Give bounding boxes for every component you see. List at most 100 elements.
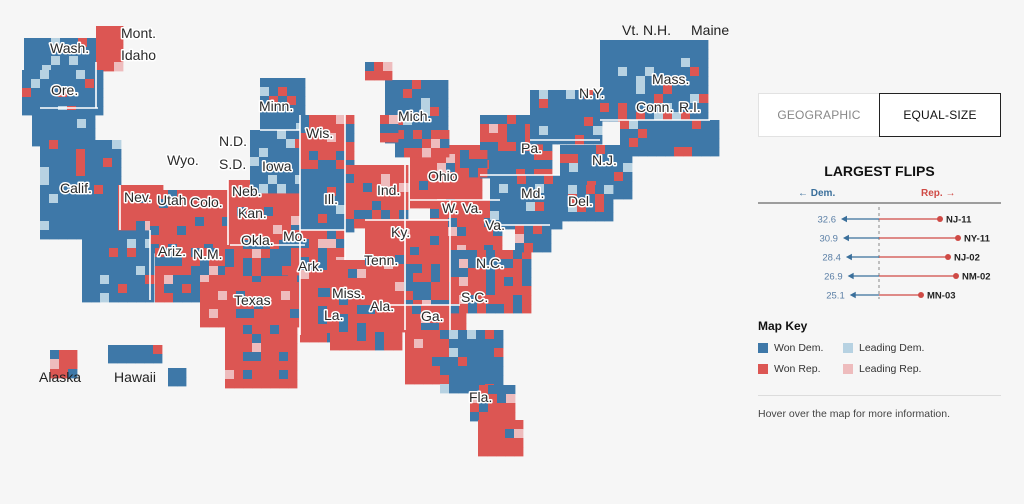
district-tile[interactable] [291, 239, 301, 249]
district-tile[interactable] [177, 235, 187, 245]
district-tile[interactable] [516, 124, 526, 134]
district-tile[interactable] [96, 44, 106, 54]
district-tile[interactable] [495, 295, 505, 305]
district-tile[interactable] [287, 87, 297, 97]
district-tile[interactable] [195, 199, 205, 209]
district-tile[interactable] [609, 94, 619, 104]
district-tile[interactable] [118, 185, 128, 195]
district-tile[interactable] [448, 227, 458, 237]
district-tile[interactable] [517, 211, 527, 221]
district-tile[interactable] [177, 208, 187, 218]
district-tile[interactable] [227, 318, 237, 328]
district-tile[interactable] [288, 276, 298, 286]
district-tile[interactable] [318, 205, 328, 215]
district-tile[interactable] [506, 385, 516, 395]
district-tile[interactable] [300, 133, 310, 143]
district-tile[interactable] [457, 323, 467, 333]
district-tile[interactable] [399, 165, 409, 175]
district-tile[interactable] [439, 107, 449, 117]
district-tile[interactable] [259, 148, 269, 158]
district-tile[interactable] [507, 151, 517, 161]
district-tile[interactable] [159, 226, 169, 236]
district-tile[interactable] [259, 184, 269, 194]
district-tile[interactable] [479, 412, 489, 422]
district-tile[interactable] [85, 88, 95, 98]
district-tile[interactable] [339, 332, 349, 342]
district-tile[interactable] [473, 190, 483, 200]
district-tile[interactable] [490, 211, 500, 221]
district-tile[interactable] [674, 129, 684, 139]
district-tile[interactable] [58, 79, 68, 89]
district-tile[interactable] [191, 266, 201, 276]
district-tile[interactable] [225, 240, 235, 250]
district-tile[interactable] [32, 128, 42, 138]
district-tile[interactable] [177, 377, 187, 387]
district-tile[interactable] [252, 379, 262, 389]
district-tile[interactable] [627, 67, 637, 77]
district-tile[interactable] [264, 216, 274, 226]
district-tile[interactable] [539, 126, 549, 136]
district-tile[interactable] [410, 163, 420, 173]
district-tile[interactable] [287, 123, 297, 133]
district-tile[interactable] [419, 163, 429, 173]
district-tile[interactable] [339, 323, 349, 333]
district-tile[interactable] [260, 96, 270, 106]
district-tile[interactable] [330, 332, 340, 342]
district-tile[interactable] [460, 168, 470, 178]
district-tile[interactable] [440, 330, 450, 340]
district-tile[interactable] [496, 447, 506, 457]
district-tile[interactable] [300, 230, 310, 240]
district-tile[interactable] [204, 217, 214, 227]
district-tile[interactable] [440, 348, 450, 358]
district-tile[interactable] [94, 212, 104, 222]
district-tile[interactable] [250, 130, 260, 140]
district-tile[interactable] [40, 149, 50, 159]
district-tile[interactable] [405, 366, 415, 376]
district-tile[interactable] [100, 230, 110, 240]
district-tile[interactable] [513, 286, 523, 296]
district-tile[interactable] [237, 234, 247, 244]
district-tile[interactable] [76, 221, 86, 231]
district-tile[interactable] [485, 339, 495, 349]
district-tile[interactable] [620, 120, 630, 130]
district-tile[interactable] [430, 227, 440, 237]
district-tile[interactable] [260, 114, 270, 124]
district-tile[interactable] [548, 117, 558, 127]
district-tile[interactable] [255, 189, 265, 199]
district-tile[interactable] [470, 412, 480, 422]
district-tile[interactable] [78, 56, 88, 66]
district-tile[interactable] [336, 223, 346, 233]
district-tile[interactable] [430, 314, 440, 324]
district-tile[interactable] [40, 158, 50, 168]
district-tile[interactable] [277, 157, 287, 167]
district-tile[interactable] [699, 67, 709, 77]
district-tile[interactable] [665, 138, 675, 148]
district-tile[interactable] [40, 97, 50, 107]
district-tile[interactable] [339, 341, 349, 351]
district-tile[interactable] [279, 370, 289, 380]
district-tile[interactable] [49, 158, 59, 168]
district-tile[interactable] [439, 314, 449, 324]
district-tile[interactable] [550, 212, 560, 222]
district-tile[interactable] [365, 220, 375, 230]
district-tile[interactable] [103, 203, 113, 213]
district-tile[interactable] [209, 309, 219, 319]
district-tile[interactable] [543, 169, 553, 179]
district-tile[interactable] [623, 190, 633, 200]
district-tile[interactable] [109, 248, 119, 258]
district-tile[interactable] [627, 49, 637, 59]
district-tile[interactable] [699, 94, 709, 104]
district-tile[interactable] [261, 325, 271, 335]
district-tile[interactable] [243, 352, 253, 362]
district-tile[interactable] [656, 147, 666, 157]
district-tile[interactable] [177, 199, 187, 209]
district-tile[interactable] [195, 235, 205, 245]
district-tile[interactable] [448, 218, 458, 228]
district-tile[interactable] [494, 339, 504, 349]
district-tile[interactable] [419, 238, 429, 248]
district-tile[interactable] [470, 385, 480, 395]
district-tile[interactable] [577, 185, 587, 195]
district-tile[interactable] [227, 291, 237, 301]
district-tile[interactable] [288, 325, 298, 335]
district-tile[interactable] [410, 220, 420, 230]
